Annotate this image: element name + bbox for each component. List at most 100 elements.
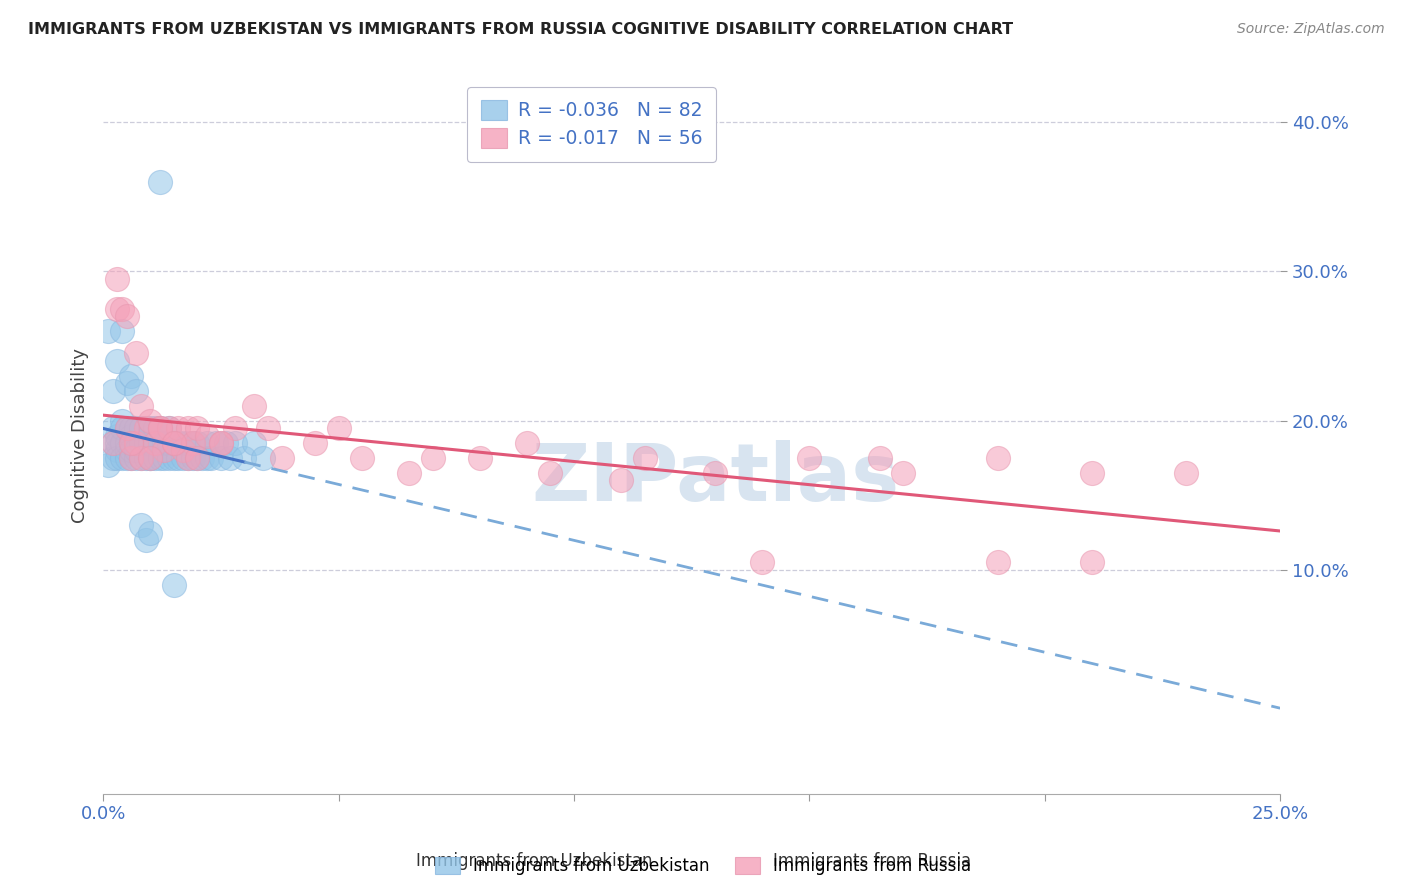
Immigrants from Uzbekistan	[163, 578, 186, 592]
Immigrants from Russia	[149, 421, 172, 435]
Immigrants from Uzbekistan	[167, 436, 190, 450]
Immigrants from Russia	[704, 466, 727, 480]
Immigrants from Russia	[633, 450, 655, 465]
Immigrants from Russia	[149, 421, 172, 435]
Immigrants from Uzbekistan	[111, 414, 134, 428]
Immigrants from Russia	[139, 414, 162, 428]
Immigrants from Uzbekistan	[111, 421, 134, 435]
Immigrants from Russia	[271, 450, 294, 465]
Immigrants from Uzbekistan	[172, 436, 194, 450]
Immigrants from Uzbekistan	[120, 436, 142, 450]
Immigrants from Uzbekistan	[205, 436, 228, 450]
Immigrants from Russia	[125, 436, 148, 450]
Immigrants from Uzbekistan	[129, 450, 152, 465]
Immigrants from Uzbekistan	[186, 450, 208, 465]
Immigrants from Russia	[1175, 466, 1198, 480]
Immigrants from Russia	[105, 301, 128, 316]
Immigrants from Uzbekistan	[111, 436, 134, 450]
Immigrants from Uzbekistan	[224, 436, 246, 450]
Immigrants from Uzbekistan	[125, 443, 148, 458]
Immigrants from Russia	[422, 450, 444, 465]
Immigrants from Russia	[610, 473, 633, 487]
Immigrants from Uzbekistan	[139, 421, 162, 435]
Immigrants from Russia	[177, 450, 200, 465]
Immigrants from Uzbekistan	[243, 436, 266, 450]
Immigrants from Russia	[120, 436, 142, 450]
Immigrants from Russia	[115, 421, 138, 435]
Immigrants from Russia	[115, 309, 138, 323]
Immigrants from Uzbekistan	[105, 450, 128, 465]
Immigrants from Russia	[468, 450, 491, 465]
Immigrants from Uzbekistan	[120, 421, 142, 435]
Immigrants from Uzbekistan	[177, 450, 200, 465]
Immigrants from Russia	[186, 421, 208, 435]
Immigrants from Russia	[120, 450, 142, 465]
Immigrants from Russia	[751, 555, 773, 569]
Immigrants from Uzbekistan	[134, 533, 156, 547]
Immigrants from Uzbekistan	[157, 436, 180, 450]
Immigrants from Russia	[163, 436, 186, 450]
Immigrants from Uzbekistan	[134, 450, 156, 465]
Immigrants from Russia	[398, 466, 420, 480]
Immigrants from Russia	[893, 466, 915, 480]
Immigrants from Uzbekistan	[120, 443, 142, 458]
Immigrants from Uzbekistan	[134, 436, 156, 450]
Immigrants from Russia	[177, 421, 200, 435]
Legend: R = -0.036   N = 82, R = -0.017   N = 56: R = -0.036 N = 82, R = -0.017 N = 56	[467, 87, 716, 161]
Immigrants from Russia	[257, 421, 280, 435]
Immigrants from Uzbekistan	[157, 421, 180, 435]
Immigrants from Russia	[328, 421, 350, 435]
Immigrants from Russia	[157, 421, 180, 435]
Immigrants from Uzbekistan	[139, 450, 162, 465]
Immigrants from Uzbekistan	[143, 450, 166, 465]
Immigrants from Russia	[869, 450, 891, 465]
Immigrants from Uzbekistan	[105, 354, 128, 368]
Immigrants from Uzbekistan	[149, 436, 172, 450]
Immigrants from Uzbekistan	[139, 436, 162, 450]
Immigrants from Uzbekistan	[149, 450, 172, 465]
Text: Immigrants from Uzbekistan: Immigrants from Uzbekistan	[416, 852, 652, 870]
Immigrants from Russia	[163, 436, 186, 450]
Immigrants from Russia	[799, 450, 821, 465]
Immigrants from Uzbekistan	[139, 450, 162, 465]
Immigrants from Russia	[181, 436, 204, 450]
Text: ZIPatlas: ZIPatlas	[531, 440, 900, 517]
Immigrants from Uzbekistan	[101, 421, 124, 435]
Immigrants from Uzbekistan	[177, 436, 200, 450]
Immigrants from Russia	[129, 450, 152, 465]
Immigrants from Uzbekistan	[125, 436, 148, 450]
Immigrants from Uzbekistan	[149, 421, 172, 435]
Immigrants from Russia	[224, 421, 246, 435]
Immigrants from Uzbekistan	[153, 436, 176, 450]
Immigrants from Uzbekistan	[181, 450, 204, 465]
Text: IMMIGRANTS FROM UZBEKISTAN VS IMMIGRANTS FROM RUSSIA COGNITIVE DISABILITY CORREL: IMMIGRANTS FROM UZBEKISTAN VS IMMIGRANTS…	[28, 22, 1014, 37]
Immigrants from Uzbekistan	[97, 458, 120, 473]
Immigrants from Uzbekistan	[181, 436, 204, 450]
Immigrants from Russia	[209, 436, 232, 450]
Immigrants from Russia	[516, 436, 538, 450]
Immigrants from Uzbekistan	[105, 428, 128, 442]
Text: Immigrants from Russia: Immigrants from Russia	[773, 852, 970, 870]
Immigrants from Uzbekistan	[195, 450, 218, 465]
Immigrants from Uzbekistan	[105, 443, 128, 458]
Immigrants from Uzbekistan	[111, 324, 134, 338]
Immigrants from Uzbekistan	[101, 436, 124, 450]
Immigrants from Russia	[153, 443, 176, 458]
Immigrants from Russia	[172, 443, 194, 458]
Immigrants from Uzbekistan	[115, 421, 138, 435]
Immigrants from Uzbekistan	[214, 436, 236, 450]
Immigrants from Russia	[129, 399, 152, 413]
Immigrants from Uzbekistan	[149, 175, 172, 189]
Immigrants from Uzbekistan	[163, 436, 186, 450]
Immigrants from Uzbekistan	[129, 518, 152, 533]
Immigrants from Uzbekistan	[129, 436, 152, 450]
Y-axis label: Cognitive Disability: Cognitive Disability	[72, 348, 89, 523]
Immigrants from Uzbekistan	[153, 450, 176, 465]
Immigrants from Russia	[352, 450, 374, 465]
Immigrants from Uzbekistan	[101, 450, 124, 465]
Immigrants from Uzbekistan	[134, 421, 156, 435]
Immigrants from Uzbekistan	[97, 324, 120, 338]
Immigrants from Uzbekistan	[120, 450, 142, 465]
Immigrants from Uzbekistan	[200, 450, 222, 465]
Immigrants from Uzbekistan	[186, 436, 208, 450]
